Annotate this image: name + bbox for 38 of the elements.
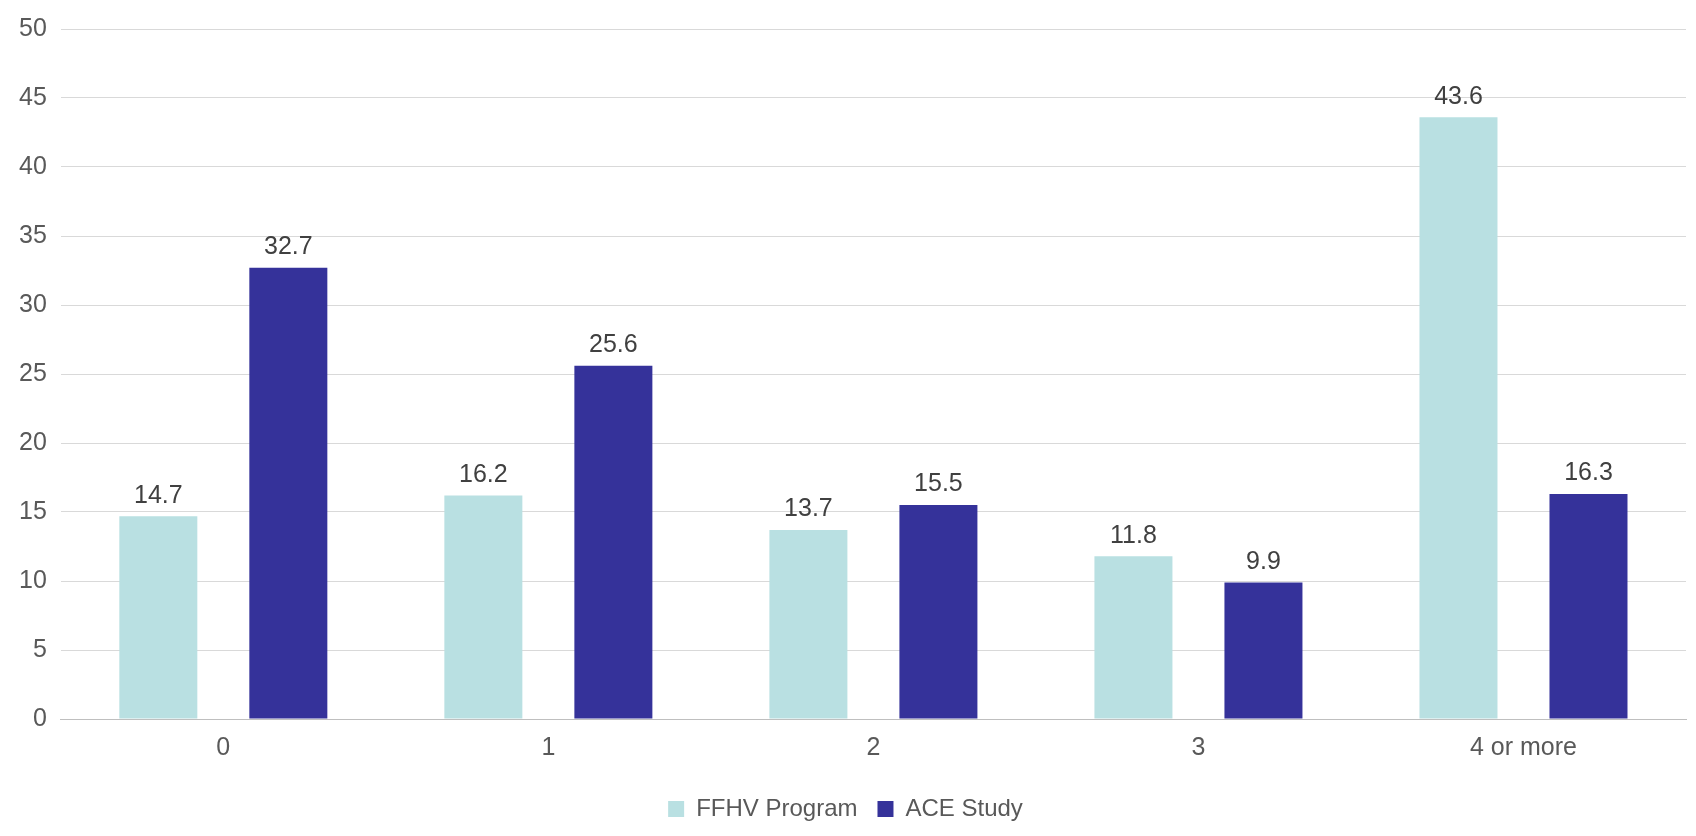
bar [1419, 117, 1498, 719]
bar [1094, 556, 1173, 719]
data-label: 9.9 [1246, 545, 1281, 574]
y-tick-label: 50 [19, 12, 47, 41]
data-label: 25.6 [589, 329, 638, 358]
y-tick-label: 35 [19, 219, 47, 248]
legend-label: ACE Study [905, 793, 1023, 821]
data-label: 43.6 [1434, 80, 1483, 109]
y-tick-label: 25 [19, 357, 47, 386]
bar [899, 505, 978, 719]
data-label: 16.3 [1564, 457, 1613, 486]
data-label: 14.7 [133, 479, 183, 508]
data-label: 32.7 [264, 231, 313, 260]
bar [119, 516, 198, 719]
y-tick-label: 40 [19, 150, 47, 179]
legend-label: FFHV Program [696, 793, 858, 821]
y-tick-label: 20 [19, 426, 47, 455]
bar [249, 267, 328, 719]
data-label: 15.5 [914, 468, 963, 497]
data-label: 11.8 [1110, 519, 1157, 548]
bar [574, 365, 653, 719]
data-label: 16.2 [459, 458, 508, 487]
bar [444, 495, 523, 719]
x-tick-label: 0 [216, 731, 231, 760]
y-tick-label: 15 [19, 495, 47, 524]
x-tick-label: 2 [866, 731, 881, 760]
y-tick-label: 5 [32, 633, 47, 662]
y-tick-label: 45 [19, 81, 47, 110]
bar [1224, 582, 1303, 719]
data-label: 13.7 [784, 493, 833, 522]
x-tick-label: 3 [1191, 731, 1206, 760]
bar [769, 529, 848, 719]
y-tick-label: 0 [32, 702, 47, 731]
x-tick-label: 1 [541, 731, 556, 760]
y-tick-label: 10 [19, 564, 47, 593]
y-tick-label: 30 [19, 288, 47, 317]
bar [1549, 494, 1628, 719]
x-tick-label: 4 or more [1469, 731, 1577, 760]
